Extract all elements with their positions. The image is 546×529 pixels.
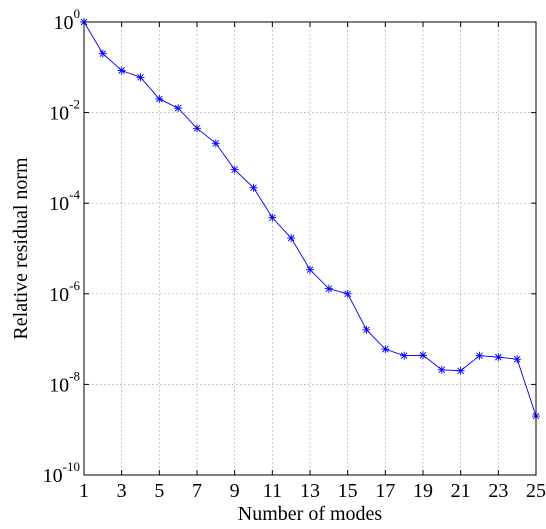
marker-stroke xyxy=(306,266,314,274)
marker-stroke xyxy=(344,290,351,298)
marker-stroke xyxy=(457,367,464,375)
x-tick-label: 13 xyxy=(300,480,320,502)
y-tick-label: 10-2 xyxy=(49,97,80,125)
data-point xyxy=(437,365,446,374)
marker-stroke xyxy=(137,74,144,81)
data-point xyxy=(513,355,522,364)
y-tick-label: 10-6 xyxy=(49,278,80,306)
data-point xyxy=(287,234,296,243)
data-point xyxy=(494,353,503,362)
marker-stroke xyxy=(174,104,182,112)
data-point xyxy=(268,213,277,222)
data-point xyxy=(419,351,427,360)
data-point xyxy=(117,66,126,75)
x-tick-label: 17 xyxy=(375,480,395,502)
x-tick-label: 15 xyxy=(338,480,358,502)
data-point xyxy=(174,104,183,113)
data-point xyxy=(381,345,390,354)
marker-stroke xyxy=(287,234,295,242)
marker-stroke xyxy=(269,214,276,221)
series-layer xyxy=(80,18,540,421)
x-tick-label: 21 xyxy=(451,480,471,502)
data-point xyxy=(475,351,484,360)
data-point xyxy=(136,73,145,82)
y-tick-label: 10-10 xyxy=(43,459,80,487)
x-tick-label: 25 xyxy=(526,480,546,502)
x-tick-label: 1 xyxy=(79,480,89,502)
y-axis-label: Relative residual norm xyxy=(10,157,32,340)
marker-stroke xyxy=(495,353,502,361)
axis-ticks xyxy=(83,21,537,476)
marker-stroke xyxy=(193,124,201,132)
marker-stroke xyxy=(212,139,220,147)
marker-stroke xyxy=(156,95,163,103)
marker-stroke xyxy=(363,326,370,334)
y-tick-labels: 100 10-2 10-4 10-6 10-8 10-10 xyxy=(43,6,81,487)
x-tick-label: 19 xyxy=(413,480,433,502)
marker-stroke xyxy=(250,184,257,192)
marker-stroke xyxy=(513,355,521,363)
data-point xyxy=(230,165,239,174)
data-point xyxy=(155,94,164,103)
marker-stroke xyxy=(118,67,125,74)
x-axis-label: Number of modes xyxy=(238,503,383,525)
grid xyxy=(84,22,536,475)
data-point xyxy=(193,124,201,133)
x-tick-label: 7 xyxy=(192,480,202,502)
marker-stroke xyxy=(400,352,408,360)
marker-stroke xyxy=(438,366,446,374)
marker-stroke xyxy=(476,352,483,360)
marker-stroke xyxy=(231,166,238,173)
data-point xyxy=(362,325,371,334)
data-point xyxy=(249,183,258,192)
y-tick-label: 100 xyxy=(54,6,81,34)
marker-stroke xyxy=(382,345,389,353)
data-point xyxy=(343,289,352,298)
x-tick-label: 5 xyxy=(154,480,164,502)
marker-stroke xyxy=(325,285,333,292)
data-point xyxy=(456,366,465,375)
y-tick-label: 10-8 xyxy=(49,368,80,396)
data-point xyxy=(98,49,107,58)
x-tick-labels: 1 3 5 7 9 11 13 15 17 19 21 23 25 xyxy=(79,480,546,502)
x-tick-label: 23 xyxy=(488,480,508,502)
data-point xyxy=(400,351,409,360)
data-point xyxy=(211,139,220,148)
y-tick-label: 10-4 xyxy=(49,187,80,215)
data-point xyxy=(306,265,314,274)
marker-stroke xyxy=(419,351,427,359)
x-tick-label: 11 xyxy=(263,480,282,502)
data-point xyxy=(324,284,333,293)
x-tick-label: 3 xyxy=(117,480,127,502)
x-tick-label: 9 xyxy=(230,480,240,502)
marker-stroke xyxy=(99,50,107,57)
